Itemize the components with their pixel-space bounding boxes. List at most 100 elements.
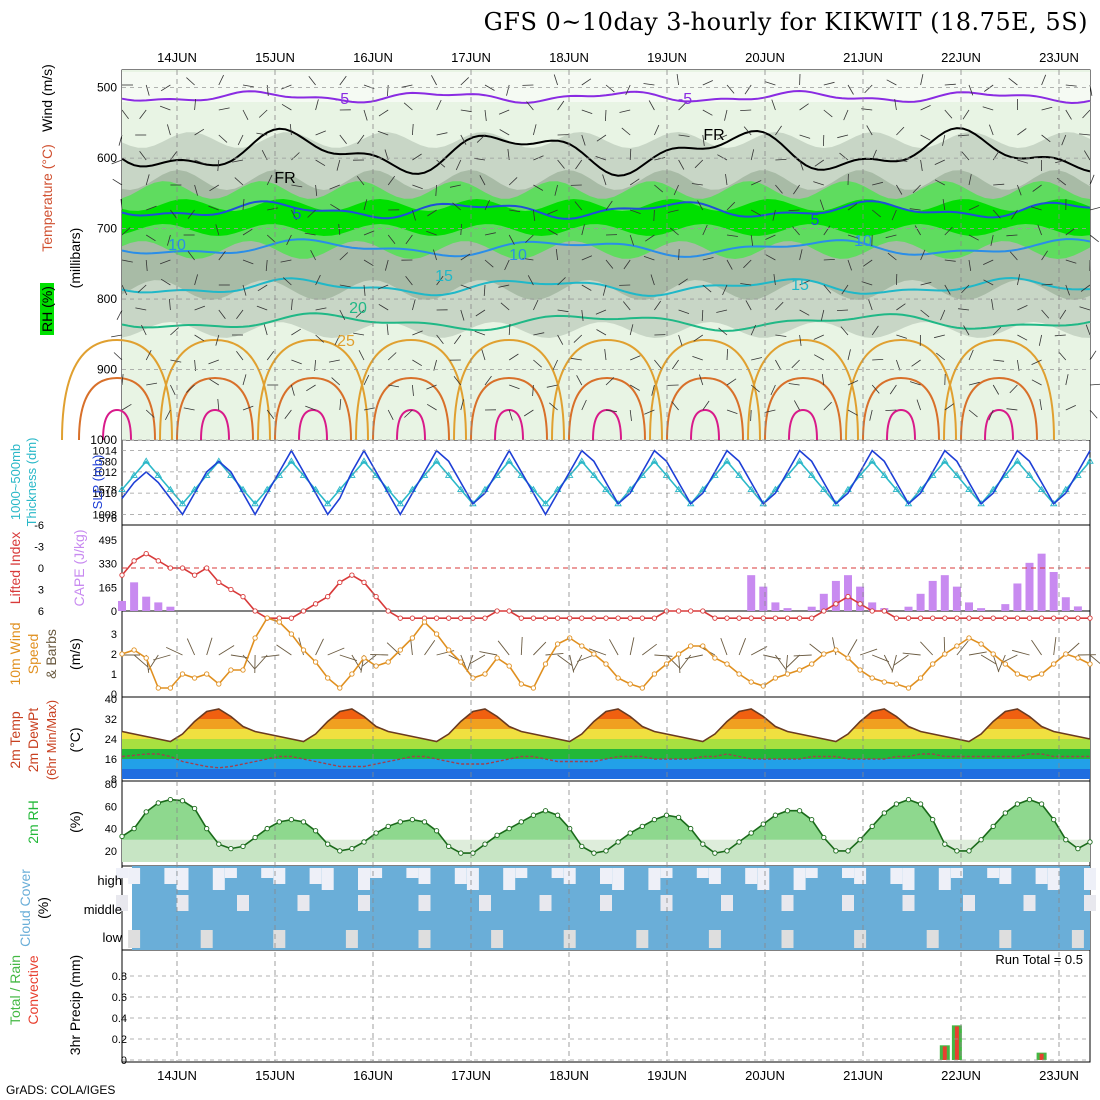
rh-point — [1087, 839, 1093, 845]
rh-point — [361, 839, 367, 845]
wind-barb — [339, 398, 342, 411]
wind-barb — [266, 350, 275, 361]
wind-barb — [232, 159, 244, 163]
label-wind10m: 10m Wind — [7, 622, 23, 685]
wind-barb — [111, 334, 123, 338]
wind-barb — [139, 150, 147, 161]
wind-barb — [823, 284, 832, 294]
wind-barb — [630, 355, 641, 361]
wind10m-barb — [351, 654, 362, 671]
wind-barb — [1056, 177, 1067, 186]
wind-barb — [526, 101, 534, 111]
cloud-gap-low — [128, 930, 141, 948]
lifted-index-point — [724, 615, 730, 621]
cloud-gap-high — [660, 868, 673, 878]
rh-legend-swatch — [40, 283, 54, 335]
cloud-gap-high — [805, 868, 818, 878]
cape-bar — [1049, 572, 1058, 611]
grid-lines — [122, 70, 1090, 1062]
rh-ytick: 60 — [105, 801, 117, 813]
wind-barb — [575, 159, 583, 170]
wind-barb — [847, 203, 858, 211]
wind-barb — [896, 184, 903, 195]
wind-barb — [702, 224, 708, 236]
wind-barb — [991, 299, 994, 311]
rh-point — [784, 808, 791, 814]
label-precip-conv: Convective — [25, 955, 41, 1024]
wind-barb — [669, 227, 679, 236]
wind10m-point — [627, 681, 633, 687]
wind-barb — [775, 301, 784, 311]
cloud-gap-high — [358, 868, 370, 890]
date-label-top: 16JUN — [353, 50, 393, 65]
thickness-point — [432, 457, 441, 464]
wind-barb — [765, 234, 776, 240]
wind-barb — [291, 209, 297, 220]
rh-point — [542, 808, 549, 814]
wind10m-point — [809, 661, 815, 667]
wind-barb — [363, 84, 375, 90]
wind-barb — [1065, 284, 1070, 296]
thickness-point — [590, 471, 598, 478]
wind-barb — [602, 174, 607, 186]
thickness-point — [674, 485, 683, 493]
cape-bar — [142, 596, 151, 611]
lifted-index-point — [518, 615, 524, 621]
warm-lobe-1-2 — [200, 408, 230, 441]
cloud-gap-high — [309, 868, 322, 884]
wind-barb — [386, 324, 389, 336]
wind10m-point — [433, 631, 440, 637]
thickness-point — [662, 471, 671, 478]
wind-barb — [145, 409, 155, 418]
wind10m-barb — [339, 654, 358, 662]
wind-barb — [412, 359, 423, 367]
wind-barb — [1037, 224, 1042, 236]
wind-barb — [484, 375, 492, 386]
wind-barb — [1017, 359, 1020, 371]
cape-bar — [904, 606, 913, 611]
warm-lobe-9-0 — [943, 338, 1055, 441]
wind-barb — [169, 298, 171, 311]
grads-credit: GrADS: COLA/IGES — [6, 1083, 116, 1097]
rh-point — [1002, 810, 1008, 816]
wind10m-point — [325, 675, 331, 681]
wind-barb — [116, 309, 123, 320]
wind-barb — [1089, 383, 1100, 386]
wind-barb — [602, 284, 607, 296]
warm-lobe-0-1 — [78, 376, 156, 441]
date-label-top: 18JUN — [549, 50, 589, 65]
wind10m-point — [942, 651, 948, 657]
cape-bar — [166, 606, 175, 611]
wind-barb — [427, 209, 437, 217]
lifted-index-point — [373, 594, 379, 600]
wind-barb — [353, 332, 365, 336]
wind-barb — [460, 284, 472, 290]
chart-title: GFS 0~10day 3-hourly for KIKWIT (18.75E,… — [483, 8, 1088, 36]
wind-barb — [504, 259, 510, 271]
wind10m-point — [143, 655, 149, 661]
wind-barb — [718, 327, 728, 336]
contour-label: FR — [703, 127, 724, 144]
wind-barb — [1008, 77, 1018, 86]
wind-barb — [750, 234, 754, 246]
wind10m-barb — [497, 640, 510, 656]
wind-barb — [266, 234, 276, 243]
lifted-index-point — [470, 615, 476, 621]
wind10m-point — [1063, 651, 1069, 657]
date-label-top: 23JUN — [1039, 50, 1079, 65]
wind-barb — [678, 334, 683, 346]
wind-barb — [621, 127, 631, 136]
cape-bar — [928, 580, 937, 611]
wind-barb — [315, 99, 319, 111]
lifted-index-point — [675, 608, 682, 614]
wind-barb — [1017, 334, 1028, 341]
cloud-gap-high — [273, 868, 286, 884]
wind-barb — [570, 357, 582, 361]
rh-point — [736, 839, 742, 845]
wind-barb — [654, 184, 664, 193]
precip-ytick: 0.4 — [112, 1013, 127, 1025]
wind-barb — [629, 178, 640, 186]
lifted-index-point — [288, 615, 295, 621]
wind-barb — [315, 334, 325, 343]
wind10m-point — [530, 685, 537, 691]
